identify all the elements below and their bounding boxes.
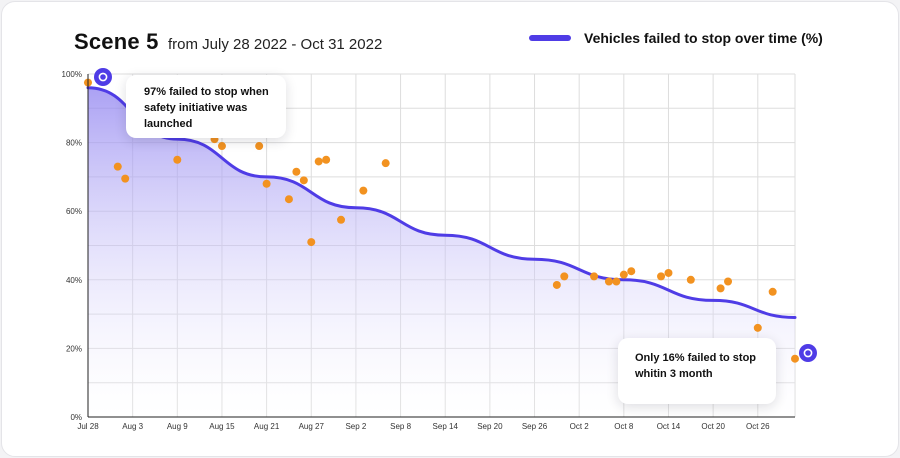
- x-tick-label: Oct 26: [746, 422, 770, 431]
- y-tick-label: 40%: [66, 276, 82, 285]
- y-tick-label: 20%: [66, 344, 82, 353]
- data-point: [217, 142, 226, 151]
- trend-line: [86, 86, 797, 320]
- data-point: [322, 155, 331, 164]
- x-tick-label: Aug 21: [254, 422, 280, 431]
- data-point: [292, 167, 301, 176]
- data-point: [552, 280, 561, 289]
- data-point: [560, 272, 569, 281]
- data-point: [590, 272, 599, 281]
- data-point: [657, 272, 666, 281]
- data-point: [686, 275, 695, 284]
- end-marker: [799, 344, 817, 362]
- data-point: [307, 238, 316, 247]
- x-tick-label: Sep 8: [390, 422, 411, 431]
- x-tick-label: Oct 20: [701, 422, 725, 431]
- data-point: [337, 215, 346, 224]
- x-tick-label: Sep 14: [433, 422, 459, 431]
- data-point: [113, 162, 122, 171]
- x-tick-label: Aug 3: [122, 422, 143, 431]
- chart-subtitle: from July 28 2022 - Oct 31 2022: [168, 36, 383, 53]
- y-tick-label: 80%: [66, 139, 82, 148]
- data-point: [768, 287, 777, 296]
- x-tick-label: Sep 2: [345, 422, 366, 431]
- data-point: [724, 277, 733, 286]
- data-point: [664, 268, 673, 277]
- data-point: [627, 267, 636, 276]
- x-tick-label: Jul 28: [77, 422, 99, 431]
- data-point: [284, 195, 293, 204]
- callout-start: 97% failed to stop when safety initiativ…: [126, 75, 286, 138]
- data-point: [173, 155, 182, 164]
- data-point: [604, 277, 613, 286]
- end-marker-ring: [803, 348, 813, 358]
- data-point: [753, 323, 762, 332]
- data-point: [121, 174, 130, 183]
- legend: Vehicles failed to stop over time (%): [529, 29, 823, 47]
- data-point: [791, 354, 799, 363]
- data-point: [359, 186, 368, 195]
- trend-area-fill: [88, 87, 795, 417]
- x-tick-label: Oct 2: [570, 422, 590, 431]
- data-point: [716, 284, 725, 293]
- y-tick-label: 100%: [62, 70, 82, 79]
- x-tick-label: Aug 27: [299, 422, 325, 431]
- start-marker-ring: [98, 72, 108, 82]
- y-tick-label: 0%: [70, 413, 82, 422]
- legend-swatch: [529, 35, 571, 41]
- chart-title: Scene 5: [74, 29, 159, 54]
- y-tick-label: 60%: [66, 207, 82, 216]
- data-point: [262, 179, 271, 188]
- x-tick-label: Oct 8: [614, 422, 634, 431]
- data-point: [612, 277, 621, 286]
- data-point: [314, 157, 323, 166]
- data-point: [255, 142, 264, 151]
- legend-label: Vehicles failed to stop over time (%): [584, 30, 823, 46]
- start-marker: [94, 68, 112, 86]
- x-tick-label: Sep 26: [522, 422, 548, 431]
- data-point: [299, 176, 308, 185]
- x-tick-label: Aug 15: [209, 422, 235, 431]
- x-tick-label: Sep 20: [477, 422, 503, 431]
- x-tick-label: Aug 9: [167, 422, 188, 431]
- x-tick-label: Oct 14: [657, 422, 681, 431]
- callout-end: Only 16% failed to stop whitin 3 month: [618, 338, 776, 404]
- data-point: [619, 270, 628, 279]
- data-point: [381, 159, 390, 168]
